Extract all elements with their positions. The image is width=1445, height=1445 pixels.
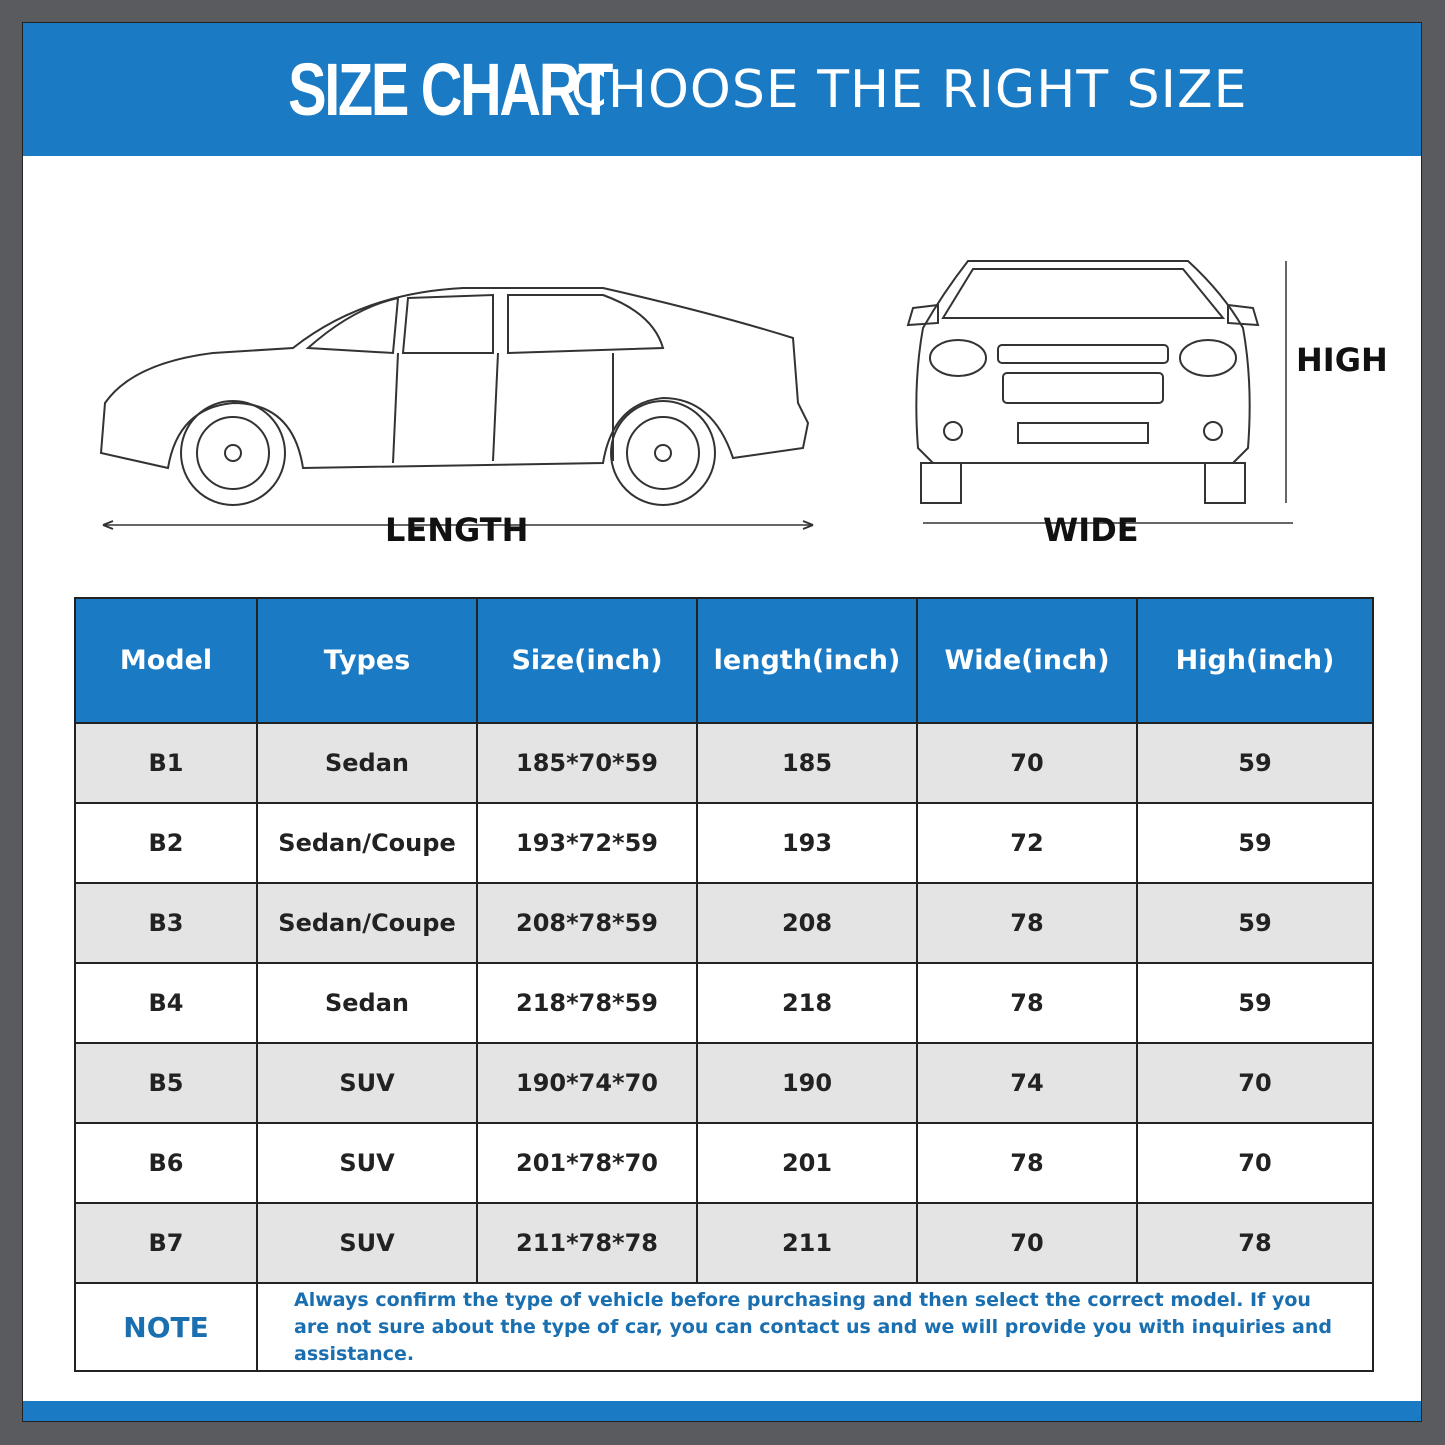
table-row: B3 Sedan/Coupe 208*78*59 208 78 59 — [74, 882, 1374, 964]
cell-model: B3 — [74, 882, 258, 964]
cell-type: Sedan — [256, 962, 478, 1044]
cell-model: B7 — [74, 1202, 258, 1284]
header-length: length(inch) — [696, 597, 918, 724]
table-row: B2 Sedan/Coupe 193*72*59 193 72 59 — [74, 802, 1374, 884]
table-row: B6 SUV 201*78*70 201 78 70 — [74, 1122, 1374, 1204]
cell-type: Sedan/Coupe — [256, 802, 478, 884]
cell-length: 190 — [696, 1042, 918, 1124]
page-subtitle: CHOOSE THE RIGHT SIZE — [570, 59, 1248, 120]
cell-wide: 72 — [916, 802, 1138, 884]
size-chart-frame: SIZE CHART CHOOSE THE RIGHT SIZE LENGTH … — [22, 22, 1422, 1422]
table-row: B5 SUV 190*74*70 190 74 70 — [74, 1042, 1374, 1124]
cell-high: 59 — [1136, 802, 1374, 884]
cell-type: Sedan — [256, 722, 478, 804]
cell-length: 193 — [696, 802, 918, 884]
cell-high: 70 — [1136, 1042, 1374, 1124]
cell-wide: 78 — [916, 962, 1138, 1044]
table-row: B4 Sedan 218*78*59 218 78 59 — [74, 962, 1374, 1044]
cell-length: 201 — [696, 1122, 918, 1204]
page-title: SIZE CHART — [287, 48, 613, 131]
header-banner: SIZE CHART CHOOSE THE RIGHT SIZE — [23, 23, 1421, 156]
high-label: HIGH — [1296, 341, 1388, 379]
cell-wide: 78 — [916, 1122, 1138, 1204]
cell-wide: 70 — [916, 722, 1138, 804]
cell-model: B5 — [74, 1042, 258, 1124]
cell-size: 190*74*70 — [476, 1042, 698, 1124]
cell-size: 208*78*59 — [476, 882, 698, 964]
cell-length: 211 — [696, 1202, 918, 1284]
cell-wide: 74 — [916, 1042, 1138, 1124]
header-wide: Wide(inch) — [916, 597, 1138, 724]
cell-high: 59 — [1136, 722, 1374, 804]
cell-high: 59 — [1136, 882, 1374, 964]
table-row: B1 Sedan 185*70*59 185 70 59 — [74, 722, 1374, 804]
cell-wide: 70 — [916, 1202, 1138, 1284]
note-label: NOTE — [74, 1282, 258, 1372]
table-header-row: Model Types Size(inch) length(inch) Wide… — [74, 597, 1374, 724]
table-row: B7 SUV 211*78*78 211 70 78 — [74, 1202, 1374, 1284]
header-types: Types — [256, 597, 478, 724]
car-side-view-illustration — [99, 287, 814, 530]
cell-high: 59 — [1136, 962, 1374, 1044]
cell-size: 218*78*59 — [476, 962, 698, 1044]
wide-label: WIDE — [1043, 511, 1139, 549]
note-text: Always confirm the type of vehicle befor… — [256, 1282, 1374, 1372]
header-size: Size(inch) — [476, 597, 698, 724]
cell-high: 70 — [1136, 1122, 1374, 1204]
size-table: Model Types Size(inch) length(inch) Wide… — [74, 597, 1374, 1372]
cell-size: 193*72*59 — [476, 802, 698, 884]
cell-length: 218 — [696, 962, 918, 1044]
car-front-view-illustration — [906, 260, 1293, 524]
cell-length: 208 — [696, 882, 918, 964]
cell-length: 185 — [696, 722, 918, 804]
cell-wide: 78 — [916, 882, 1138, 964]
header-model: Model — [74, 597, 258, 724]
cell-model: B2 — [74, 802, 258, 884]
cell-type: SUV — [256, 1122, 478, 1204]
footer-bar — [23, 1401, 1421, 1421]
cell-size: 185*70*59 — [476, 722, 698, 804]
cell-type: SUV — [256, 1042, 478, 1124]
length-label: LENGTH — [385, 511, 529, 549]
cell-high: 78 — [1136, 1202, 1374, 1284]
cell-type: Sedan/Coupe — [256, 882, 478, 964]
cell-type: SUV — [256, 1202, 478, 1284]
cell-model: B1 — [74, 722, 258, 804]
note-row: NOTE Always confirm the type of vehicle … — [74, 1282, 1374, 1372]
cell-model: B4 — [74, 962, 258, 1044]
header-high: High(inch) — [1136, 597, 1374, 724]
cell-size: 201*78*70 — [476, 1122, 698, 1204]
cell-model: B6 — [74, 1122, 258, 1204]
cell-size: 211*78*78 — [476, 1202, 698, 1284]
